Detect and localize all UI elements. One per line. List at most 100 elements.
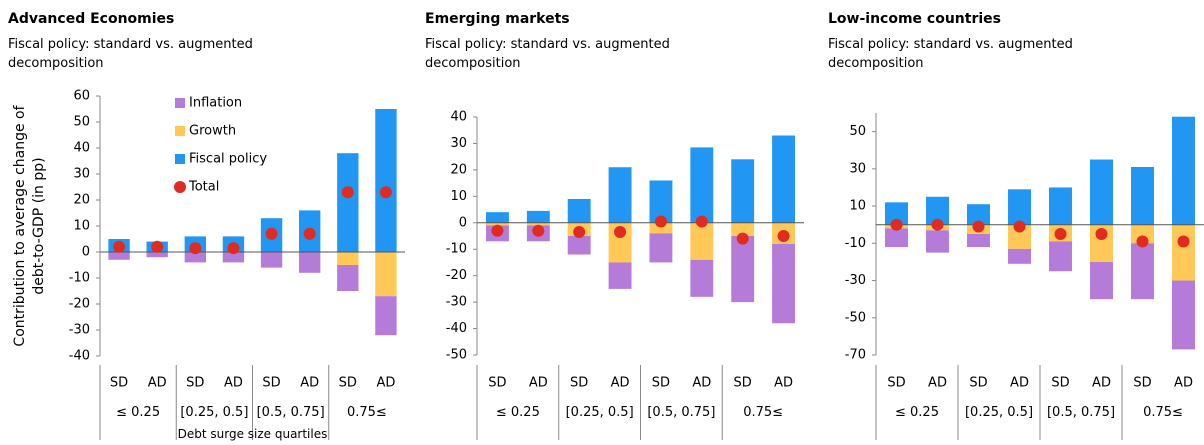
bar-segment [146, 252, 168, 258]
bar-segment [375, 109, 397, 252]
y-tick-label: 50 [73, 115, 90, 130]
x-tick-label: SD [110, 376, 128, 391]
bar-segment [1090, 261, 1113, 300]
panel-title: Emerging markets [425, 11, 570, 27]
bar-segment [260, 252, 283, 268]
bar-segment [485, 212, 509, 223]
legend-label: Total [188, 180, 219, 195]
bar-segment [608, 167, 632, 223]
total-dot [379, 186, 392, 199]
x-tick-label: AD [376, 376, 395, 391]
bar-segment [772, 135, 796, 223]
group-label: ≤ 0.25 [116, 405, 161, 420]
bar-segment [1008, 224, 1031, 249]
total-dot [1054, 228, 1067, 240]
x-tick-label: AD [529, 376, 548, 391]
group-label: ≤ 0.25 [895, 405, 939, 420]
y-tick-label: -30 [446, 295, 467, 310]
total-dot [777, 230, 790, 242]
y-tick-label: -50 [845, 310, 866, 325]
y-tick-label: -70 [845, 348, 866, 363]
y-tick-label: 20 [73, 193, 90, 208]
x-tick-label: SD [887, 376, 905, 391]
total-dot [1136, 235, 1149, 248]
total-dot [695, 215, 708, 228]
x-tick-label: SD [186, 376, 204, 391]
legend-marker [175, 126, 185, 136]
bar-segment [1049, 187, 1072, 225]
bar-segment [967, 234, 990, 248]
total-dot [1013, 220, 1026, 233]
y-tick-label: 40 [73, 141, 90, 156]
y-tick-label: -10 [446, 242, 467, 257]
total-dot [491, 224, 504, 237]
y-tick-label: 30 [849, 161, 866, 176]
total-dot [736, 232, 749, 245]
x-tick-label: SD [339, 376, 357, 391]
total-dot [532, 224, 545, 237]
bar-segment [1131, 224, 1154, 244]
bar-segment [299, 252, 321, 273]
bar-segment [375, 252, 397, 297]
y-tick-label: 30 [73, 167, 90, 182]
bar-segment [108, 252, 130, 260]
bar-segment [926, 230, 949, 253]
y-axis-title: Contribution to average change of debt-t… [12, 105, 47, 347]
legend-marker [175, 154, 185, 164]
y-tick-label: 0 [82, 245, 90, 260]
bar-segment [885, 228, 908, 248]
total-dot [303, 227, 316, 240]
x-tick-label: AD [300, 376, 319, 391]
x-tick-label: SD [262, 376, 280, 391]
total-dot [113, 240, 126, 253]
bar-segment [690, 222, 714, 260]
total-dot [1177, 235, 1190, 248]
bar-segment [731, 236, 755, 303]
bar-segment [526, 210, 550, 223]
bar-segment [649, 233, 673, 263]
panel-subtitle: Fiscal policy: standard vs. augmented de… [8, 37, 253, 71]
y-tick-label: -10 [845, 236, 866, 251]
x-tick-label: SD [734, 376, 752, 391]
group-label: [0.25, 0.5] [180, 405, 249, 420]
bar-segment [1090, 159, 1113, 225]
bar-segment [1131, 243, 1154, 300]
bar-segment [608, 262, 632, 289]
y-tick-label: -40 [69, 349, 90, 364]
y-tick-label: -30 [845, 273, 866, 288]
group-label: 0.75≤ [346, 405, 387, 420]
bar-segment [1049, 241, 1072, 272]
bar-segment [567, 236, 591, 255]
total-dot [151, 240, 164, 253]
bar-segment [731, 159, 755, 223]
group-label: [0.25, 0.5] [964, 405, 1034, 420]
group-label: [0.5, 0.75] [256, 405, 325, 420]
legend-label: Growth [189, 124, 236, 139]
bar-segment [222, 252, 245, 263]
bar-segment [885, 202, 908, 225]
panel-subtitle: Fiscal policy: standard vs. augmented de… [425, 37, 670, 71]
panel-title: Advanced Economies [8, 11, 175, 27]
x-tick-label: AD [692, 376, 711, 391]
legend-label: Fiscal policy [189, 152, 267, 167]
total-dot [654, 215, 667, 228]
y-tick-label: -10 [69, 271, 90, 286]
y-tick-label: 60 [73, 89, 90, 104]
x-tick-label: AD [1092, 376, 1111, 391]
x-tick-label: SD [1133, 376, 1151, 391]
total-dot [573, 226, 586, 239]
bar-segment [1172, 280, 1195, 350]
x-tick-label: AD [611, 376, 630, 391]
x-tick-label: AD [774, 376, 793, 391]
x-tick-label: AD [928, 376, 947, 391]
bar-segment [772, 243, 796, 324]
total-dot [1095, 228, 1108, 240]
y-tick-label: -20 [69, 297, 90, 312]
total-dot [614, 226, 627, 239]
x-tick-label: SD [969, 376, 987, 391]
y-tick-label: 10 [450, 189, 467, 204]
bar-segment [1172, 224, 1195, 281]
bar-segment [337, 252, 359, 265]
total-dot [972, 220, 985, 233]
total-dot [227, 242, 240, 255]
